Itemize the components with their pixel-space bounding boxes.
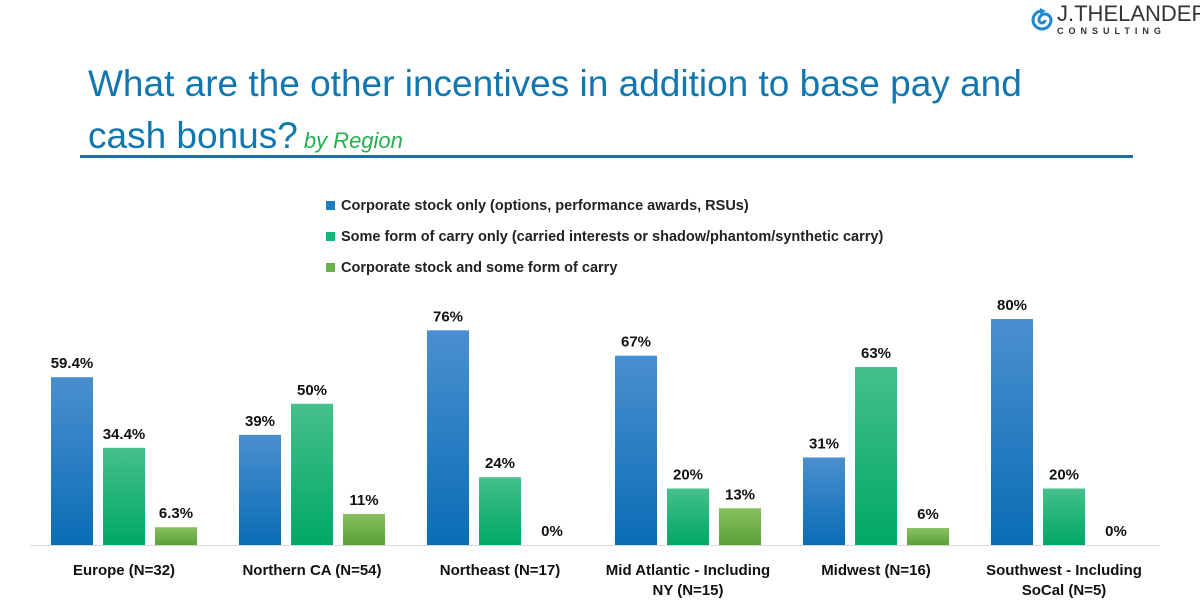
data-label: 34.4% [103,426,146,443]
x-tick-label: NY (N=15) [652,582,723,599]
bar [103,447,145,545]
page-title: What are the other incentives in additio… [88,58,1088,167]
spiral-logo-icon [1031,7,1053,30]
x-tick-label: Northeast (N=17) [440,562,560,579]
x-tick-label: Europe (N=32) [73,562,175,579]
data-label: 0% [1105,523,1127,540]
logo: J.THELANDER CONSULTING [1030,3,1200,36]
data-label: 59.4% [51,355,94,372]
legend-swatch [326,201,335,210]
legend-label: Corporate stock and some form of carry [341,259,618,276]
bar [51,377,93,545]
legend-swatch [326,263,335,272]
title-subtitle: by Region [303,128,403,153]
x-tick-label: Midwest (N=16) [821,562,931,579]
data-label: 31% [809,435,839,452]
data-label: 0% [541,523,563,540]
legend-label: Some form of carry only (carried interes… [341,228,884,245]
bar [427,330,469,545]
legend-item: Corporate stock only (options, performan… [326,190,883,221]
title-divider [80,155,1133,158]
chart-legend: Corporate stock only (options, performan… [326,190,883,283]
data-label: 80% [997,297,1027,314]
bar [615,355,657,545]
data-label: 39% [245,413,275,430]
bar [479,477,521,545]
x-tick-label: Southwest - Including [986,562,1142,579]
data-label: 13% [725,486,755,503]
data-label: 76% [433,308,463,325]
legend-label: Corporate stock only (options, performan… [341,197,749,214]
x-tick-label: SoCal (N=5) [1022,582,1107,599]
bar [155,527,197,545]
bar [907,528,949,545]
data-label: 50% [297,382,327,399]
data-label: 6.3% [159,505,193,522]
bar [239,434,281,545]
data-label: 24% [485,455,515,472]
bar [719,508,761,545]
title-text: What are the other incentives in additio… [88,63,1022,156]
bar [803,457,845,545]
data-label: 11% [349,492,378,509]
bar [291,403,333,545]
legend-item: Corporate stock and some form of carry [326,252,883,283]
data-label: 67% [621,334,651,351]
x-tick-label: Mid Atlantic - Including [606,562,770,579]
data-label: 63% [861,345,891,362]
bar [991,319,1033,545]
logo-tagline: CONSULTING [1057,26,1166,36]
bar [855,367,897,545]
data-label: 20% [1049,467,1079,484]
legend-item: Some form of carry only (carried interes… [326,221,883,252]
data-label: 20% [673,467,703,484]
x-tick-label: Northern CA (N=54) [242,562,381,579]
bar [1043,488,1085,545]
data-label: 6% [917,506,939,523]
logo-name: J.THELANDER [1057,1,1200,26]
legend-swatch [326,232,335,241]
bar [343,513,385,545]
bar [667,488,709,545]
